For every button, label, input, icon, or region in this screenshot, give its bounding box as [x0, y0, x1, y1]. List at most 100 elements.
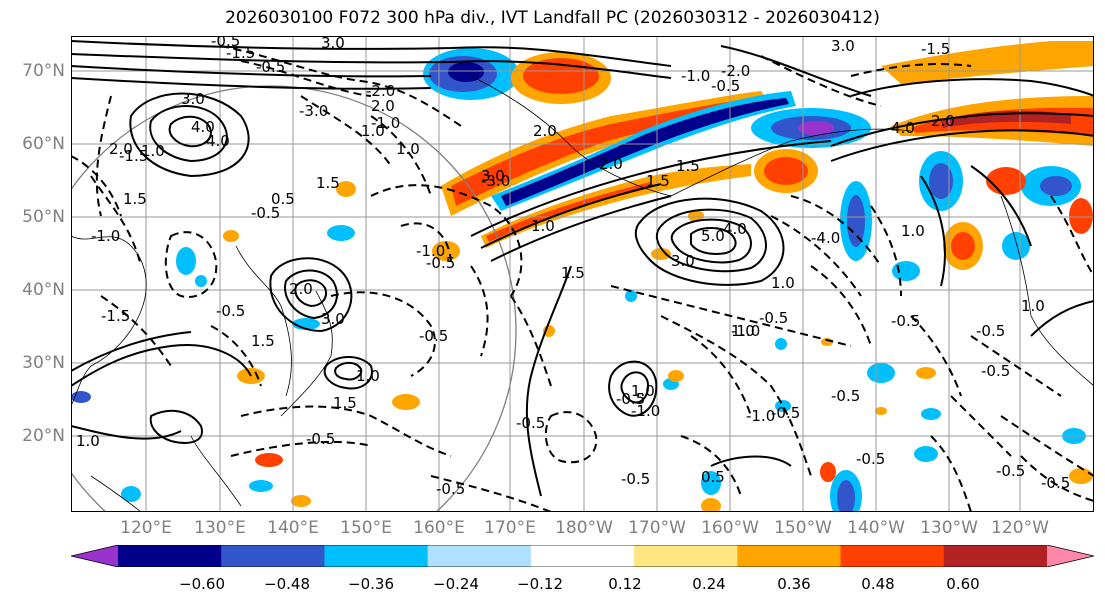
contour-label: -1.5: [921, 40, 950, 58]
contour-label: 1.5: [561, 264, 585, 282]
dashed-contour-labels: -0.5 -1.5 -0.5 -3.0 -2.0 -1.0 -0.5 -1.0 …: [91, 36, 1070, 498]
map-title: 2026030100 F072 300 hPa div., IVT Landfa…: [225, 8, 880, 28]
contour-label: 4.0: [723, 220, 747, 238]
contour-label: 1.5: [333, 394, 357, 412]
colorbar-tick-label: 0.48: [861, 575, 895, 593]
contour-label: 1.0: [356, 367, 380, 385]
lat-label-40n: 40°N: [22, 280, 65, 300]
contour-label: -0.5: [831, 387, 860, 405]
contour-label: -0.5: [306, 430, 335, 448]
contour-label: 3.0: [181, 90, 205, 108]
contour-label: -0.5: [251, 204, 280, 222]
map-panel: 3.0 4.0 2.0 1.5 1.0 1.5 4.0 2.0 1.0 0.5 …: [71, 36, 1094, 512]
dashed-contours: [71, 45, 1094, 512]
contour-label: -1.0: [731, 322, 760, 340]
contour-label: 1.0: [771, 274, 795, 292]
contour-label: 4.0: [191, 118, 215, 136]
lon-label-160w: 160°W: [701, 518, 759, 538]
contour-label: -2.0: [366, 82, 395, 100]
contour-label: -1.5: [119, 147, 148, 165]
contour-label: 1.0: [76, 432, 100, 450]
lon-label-170e: 170°E: [484, 518, 536, 538]
colorbar-cell: [840, 545, 945, 567]
colorbar-tick-label: 0.36: [777, 575, 811, 593]
contour-label: -0.5: [516, 414, 545, 432]
contour-label: -0.5: [256, 58, 285, 76]
contour-label: -1.0: [371, 114, 400, 132]
lon-label-130w: 130°W: [920, 518, 978, 538]
colorbar-tick-label: 0.24: [692, 575, 726, 593]
contour-label: 3.0: [321, 310, 345, 328]
lon-label-140w: 140°W: [847, 518, 905, 538]
contour-label: -3.0: [299, 102, 328, 120]
contour-label: -1.5: [226, 44, 255, 62]
contour-label: -2.0: [721, 62, 750, 80]
lat-label-20n: 20°N: [22, 426, 65, 446]
lat-label-50n: 50°N: [22, 207, 65, 227]
contour-label: 2.0: [599, 155, 623, 173]
contour-label: -3.0: [481, 172, 510, 190]
contour-label: -0.5: [616, 390, 645, 408]
colorbar-tick-label: −0.24: [433, 575, 479, 593]
contour-label: 1.5: [316, 174, 340, 192]
colorbar-tick-label: −0.48: [264, 575, 310, 593]
contour-label: -1.0: [681, 67, 710, 85]
contour-label: 4.0: [891, 119, 915, 137]
contour-label: 1.0: [731, 322, 755, 340]
contour-label: 3.0: [671, 252, 695, 270]
lat-label-30n: 30°N: [22, 353, 65, 373]
lat-label-70n: 70°N: [22, 61, 65, 81]
contour-label: 0.5: [701, 468, 725, 486]
contour-label: 1.0: [1021, 297, 1045, 315]
contour-label: 1.5: [123, 190, 147, 208]
lon-label-140e: 140°E: [267, 518, 319, 538]
contour-label: -0.5: [436, 480, 465, 498]
contour-label: -0.5: [996, 462, 1025, 480]
contour-label: -0.5: [211, 36, 240, 50]
colorbar-tick-label: −0.36: [348, 575, 394, 593]
contour-label: 2.0: [533, 122, 557, 140]
contour-label: -0.5: [891, 312, 920, 330]
contour-label: 1.0: [631, 382, 655, 400]
contour-label: -0.5: [1041, 474, 1070, 492]
contour-label: -4.0: [811, 229, 840, 247]
colorbar-tick-label: −0.60: [179, 575, 225, 593]
contour-label: 1.5: [646, 172, 670, 190]
colorbar-cell: [943, 545, 1048, 567]
contour-label: -1.0: [631, 402, 660, 420]
contour-label: 2.0: [931, 112, 955, 130]
colorbar-cell: [221, 545, 325, 567]
colorbar-cell: [737, 545, 842, 567]
contour-label: 1.0: [141, 142, 165, 160]
lon-label-160e: 160°E: [413, 518, 465, 538]
lon-label-150w: 150°W: [774, 518, 832, 538]
colorbar-extend-min: [71, 545, 118, 567]
contour-label: 2.0: [371, 97, 395, 115]
colorbar-cell: [530, 545, 635, 567]
contour-label: -0.5: [976, 322, 1005, 340]
contour-label: -1.0: [746, 407, 775, 425]
contour-label: -0.5: [771, 404, 800, 422]
contour-label: -1.0: [416, 242, 445, 260]
contour-label: -1.0: [91, 227, 120, 245]
contour-label: 1.0: [396, 140, 420, 158]
colorbar-cell: [118, 545, 222, 567]
contour-label: -0.5: [426, 254, 455, 272]
contour-label: 1.5: [251, 332, 275, 350]
contour-label: 1.5: [676, 157, 700, 175]
colorbar-cell: [634, 545, 738, 567]
colorbar-tick-label: 0.12: [608, 575, 642, 593]
contour-label: -1.5: [101, 307, 130, 325]
contour-label: 1.0: [361, 122, 385, 140]
contour-label: -0.5: [419, 327, 448, 345]
lon-label-150e: 150°E: [340, 518, 392, 538]
contour-label: 3.0: [481, 167, 505, 185]
colorbar-cell: [427, 545, 532, 567]
colorbar-tick-label: −0.12: [517, 575, 563, 593]
lon-label-180w: 180°W: [555, 518, 613, 538]
lon-label-170w: 170°W: [628, 518, 686, 538]
lon-label-130e: 130°E: [194, 518, 246, 538]
contour-label: 2.0: [109, 140, 133, 158]
lon-label-120w: 120°W: [991, 518, 1049, 538]
map-frame: [71, 36, 1094, 512]
